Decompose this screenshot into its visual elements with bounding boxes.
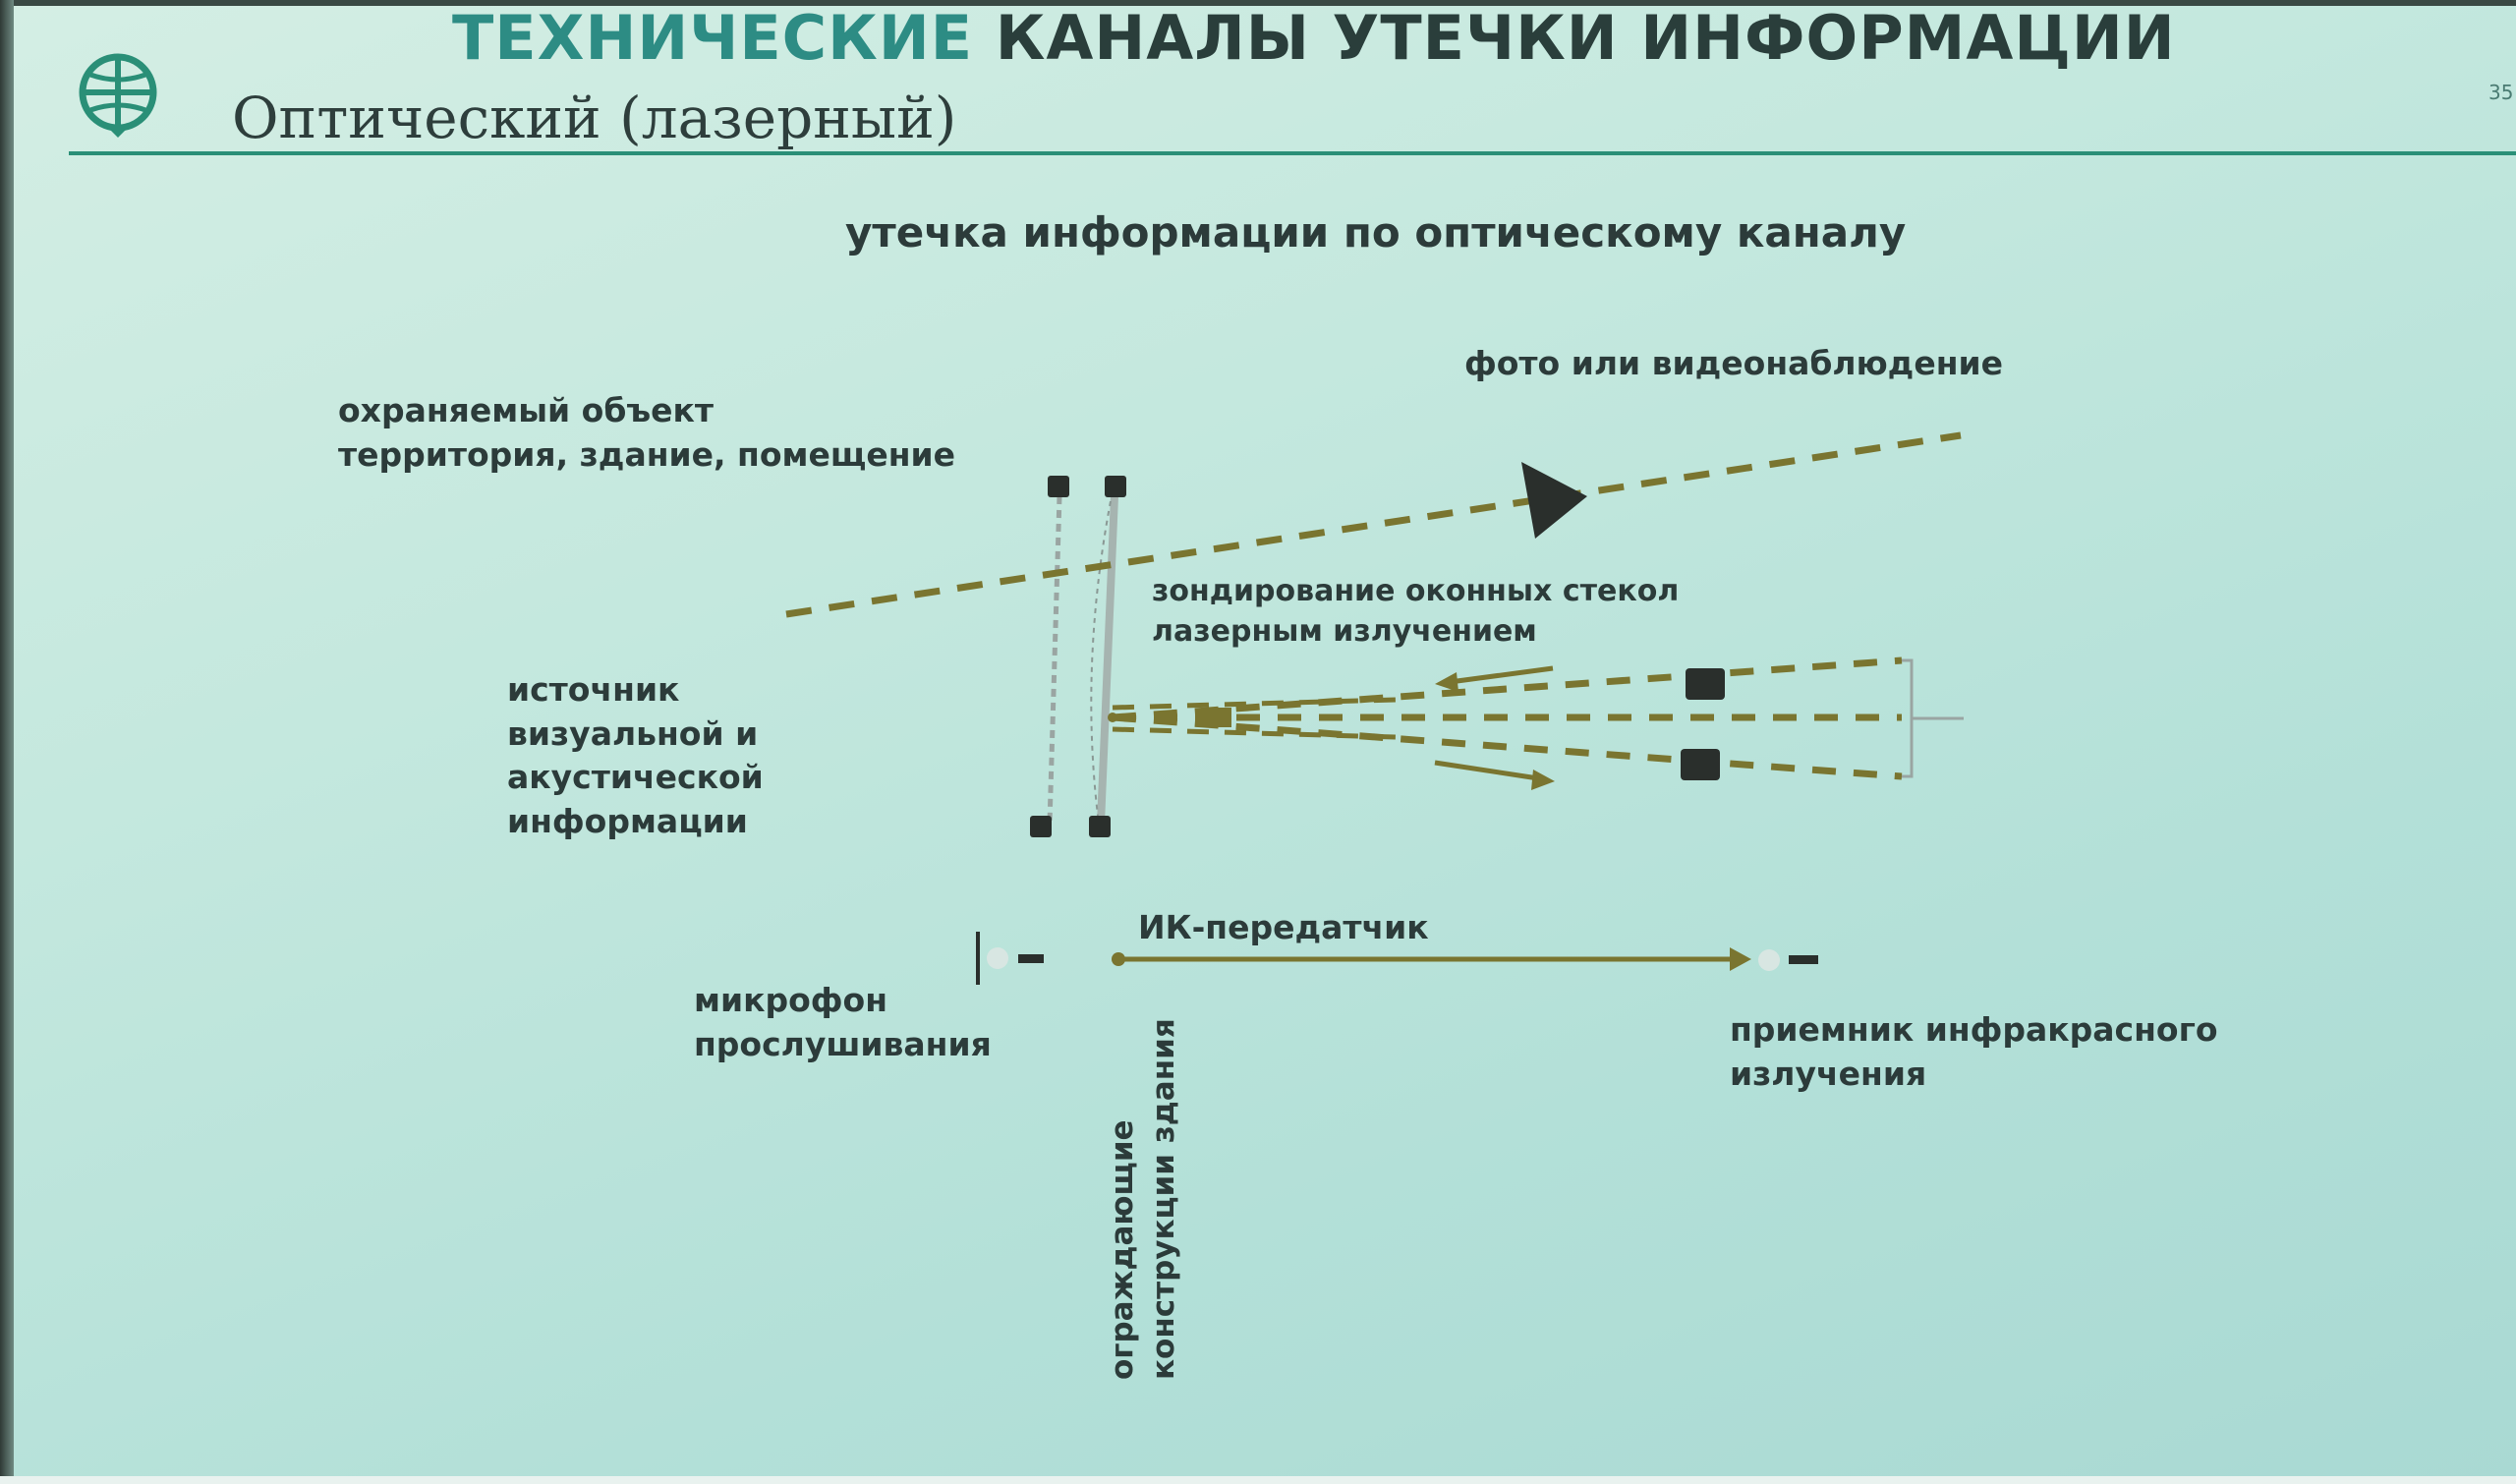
ir-channel [976, 932, 1818, 985]
diagram-heading: утечка информации по оптическому каналу [845, 208, 1907, 257]
camera-icon [1521, 462, 1587, 539]
photo-video-label: фото или видеонаблюдение [1464, 344, 2004, 382]
laser-emitter-icon [1686, 668, 1725, 700]
projector-frame-top [0, 0, 2516, 6]
ir-receiver-label: приемник инфракрасного излучения [1730, 1010, 2218, 1093]
laser-beams [1108, 656, 1964, 790]
source-label: источник визуальной и акустической инфор… [507, 670, 764, 840]
header-divider [69, 151, 2516, 155]
slide-title-main: КАНАЛЫ УТЕЧКИ ИНФОРМАЦИИ [995, 2, 2176, 74]
slide-title-accent: ТЕХНИЧЕСКИЕ [452, 2, 974, 74]
building-structures-label: ограждающие конструкции здания [1105, 1018, 1181, 1380]
protected-object-label: охраняемый объект территория, здание, по… [338, 391, 956, 474]
microphone-label: микрофон прослушивания [694, 981, 992, 1063]
globe-logo-icon [79, 53, 157, 138]
page-number: 35 [2488, 81, 2514, 104]
photo-video-beam [785, 431, 1962, 618]
laser-receiver-icon [1681, 749, 1720, 780]
window-glass [1030, 476, 1126, 837]
laser-probing-label: зондирование оконных стекол лазерным изл… [1152, 574, 1680, 649]
projector-frame-left [0, 0, 14, 1484]
slide-subtitle: Оптический (лазерный) [232, 85, 957, 151]
slide-title: ТЕХНИЧЕСКИЕ КАНАЛЫ УТЕЧКИ ИНФОРМАЦИИ [452, 2, 2176, 74]
ir-receiver-icon [1758, 949, 1780, 971]
projector-frame-bottom [0, 1476, 2516, 1484]
ir-transmitter-label: ИК-передатчик [1138, 908, 1429, 946]
